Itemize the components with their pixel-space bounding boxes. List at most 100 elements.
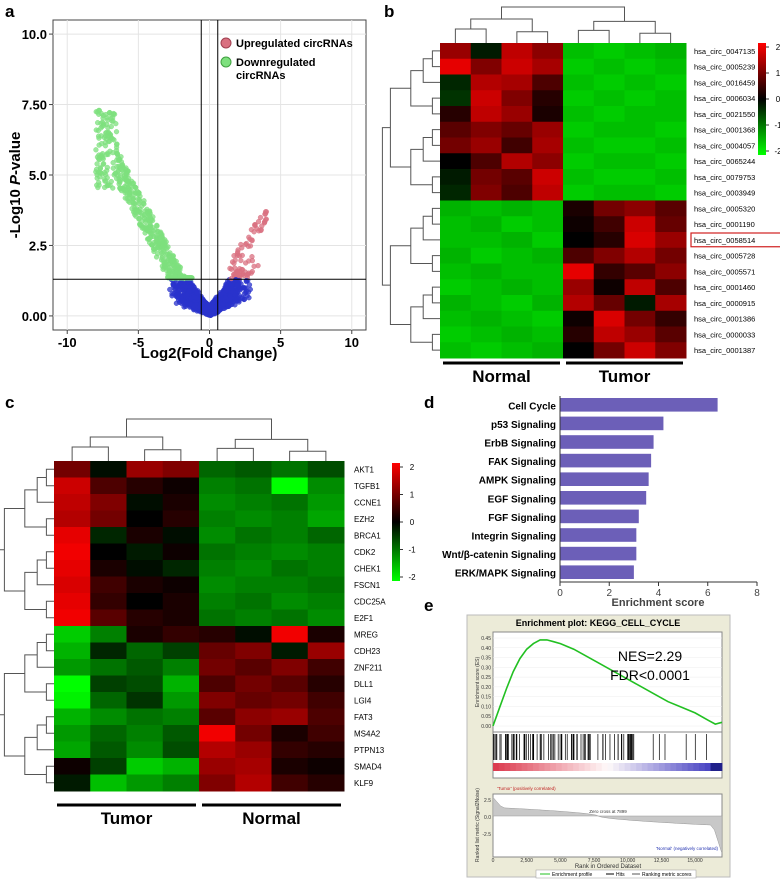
- volcano-point: [194, 289, 200, 296]
- heatmap-cell: [563, 279, 595, 296]
- heatmap-cell: [593, 342, 625, 359]
- dendrogram-branch: [431, 333, 440, 351]
- volcano-point: [98, 120, 104, 126]
- heatmap-row-label: AKT1: [354, 465, 375, 474]
- volcano-point: [241, 272, 247, 279]
- pathway-enrichment-bar-chart: Cell Cycle p53 Signaling ErbB Signaling FAK…: [442, 396, 760, 609]
- heatmap-cell: [593, 90, 625, 107]
- volcano-point: [249, 238, 255, 244]
- gsea-rank-gradient: [607, 763, 614, 771]
- gsea-metric-ylabel: Ranked list metric (Signal2Noise): [475, 788, 481, 862]
- heatmap-cell: [470, 326, 502, 343]
- volcano-point: [103, 178, 109, 184]
- gsea-rank-gradient: [493, 763, 500, 771]
- gsea-rank-gradient: [710, 763, 717, 771]
- gsea-title: Enrichment plot: KEGG_CELL_CYCLE: [516, 618, 681, 628]
- heatmap-cell: [593, 121, 625, 138]
- dendrogram-branch: [422, 137, 440, 162]
- heatmap-colorbar: [392, 463, 400, 581]
- heatmap-cell: [126, 527, 164, 544]
- heatmap-cell: [501, 106, 533, 123]
- volcano-point: [171, 263, 177, 269]
- heatmap-row-label: KLF9: [354, 779, 374, 788]
- gsea-rank-gradient: [630, 763, 637, 771]
- gsea-rank-gradient: [704, 763, 711, 771]
- heatmap-cell: [655, 90, 687, 107]
- volcano-point: [156, 235, 162, 241]
- heatmap-cell: [563, 342, 595, 359]
- dendrogram-branch: [410, 148, 433, 186]
- heatmap-cell: [162, 626, 200, 643]
- volcano-point: [128, 178, 135, 184]
- volcano-point: [136, 196, 142, 203]
- heatmap-cell: [532, 232, 564, 249]
- heatmap-cell: [235, 527, 272, 544]
- heatmap-cell: [235, 576, 272, 594]
- heatmap-cell: [235, 560, 272, 577]
- gsea-enrichment-plot: Enrichment plot: KEGG_CELL_CYCLE NES=2.2…: [466, 614, 731, 879]
- heatmap-cell: [126, 675, 164, 693]
- gsea-xtick-label: 7,500: [588, 858, 601, 864]
- enrichment-bar: [560, 416, 664, 431]
- heatmap-row-label: DLL1: [354, 680, 374, 689]
- legend-down-marker: [220, 56, 232, 68]
- enrichment-bar-label: ERK/MAPK Signaling: [455, 569, 556, 580]
- volcano-point: [126, 195, 132, 202]
- gsea-nes: NES=2.29: [618, 648, 682, 664]
- heatmap-cell: [532, 43, 564, 60]
- heatmap-cell: [271, 725, 309, 742]
- gsea-rank-gradient: [670, 763, 677, 771]
- heatmap-cell: [199, 626, 236, 643]
- volcano-point: [191, 294, 197, 300]
- dendrogram-branch: [389, 245, 411, 326]
- heatmap-cell: [470, 295, 502, 312]
- heatmap-cell: [563, 247, 595, 264]
- colorbar-tick-label: 1: [410, 491, 415, 500]
- panel-letter-c: c: [5, 393, 15, 412]
- heatmap-cell: [593, 279, 625, 296]
- volcano-point: [166, 268, 172, 274]
- heatmap-cell: [307, 543, 345, 561]
- volcano-point: [155, 241, 161, 247]
- gsea-rank-gradient: [573, 763, 580, 771]
- dendrogram-branch: [639, 32, 672, 43]
- heatmap-cell: [162, 741, 200, 759]
- heatmap-row-label: hsa_circ_0001460: [694, 283, 755, 292]
- gsea-rank-gradient: [550, 763, 557, 771]
- dendrogram-branch: [24, 489, 47, 528]
- volcano-point: [251, 229, 257, 235]
- ranking-metric-area: [492, 796, 723, 854]
- heatmap-cell: [624, 216, 656, 233]
- volcano-point: [246, 234, 252, 240]
- heatmap-cell: [440, 153, 472, 170]
- heatmap-cell: [440, 106, 472, 123]
- volcano-point: [175, 293, 181, 300]
- heatmap-cell: [563, 232, 595, 249]
- heatmap-cell: [501, 232, 533, 249]
- heatmap-cell: [624, 74, 656, 91]
- heatmap-cell: [126, 642, 164, 660]
- heatmap-cell: [655, 263, 687, 280]
- heatmap-cell: [440, 74, 472, 91]
- volcano-point: [169, 293, 175, 299]
- dendrogram-branch: [431, 207, 440, 225]
- heatmap-cell: [90, 725, 127, 742]
- enrichment-xtick-label: 6: [705, 588, 711, 599]
- group-label: Tumor: [599, 367, 651, 386]
- heatmap-cell: [655, 169, 687, 186]
- heatmap-cell: [501, 137, 533, 154]
- heatmap-row-label: hsa_circ_0001190: [694, 220, 755, 229]
- volcano-point: [154, 223, 160, 229]
- heatmap-cell: [307, 725, 345, 742]
- heatmap-cell: [440, 184, 472, 201]
- colorbar-tick-label: -2: [408, 573, 416, 582]
- gsea-rank-gradient: [578, 763, 585, 771]
- heatmap-cell: [199, 609, 236, 627]
- volcano-ytick-label: 0.00: [22, 309, 47, 324]
- heatmap-cell: [532, 295, 564, 312]
- heatmap-cell: [532, 326, 564, 343]
- heatmap-cell: [307, 675, 345, 693]
- heatmap-cell: [440, 342, 472, 359]
- heatmap-cell: [271, 692, 309, 709]
- enrichment-xtick-label: 0: [557, 588, 563, 599]
